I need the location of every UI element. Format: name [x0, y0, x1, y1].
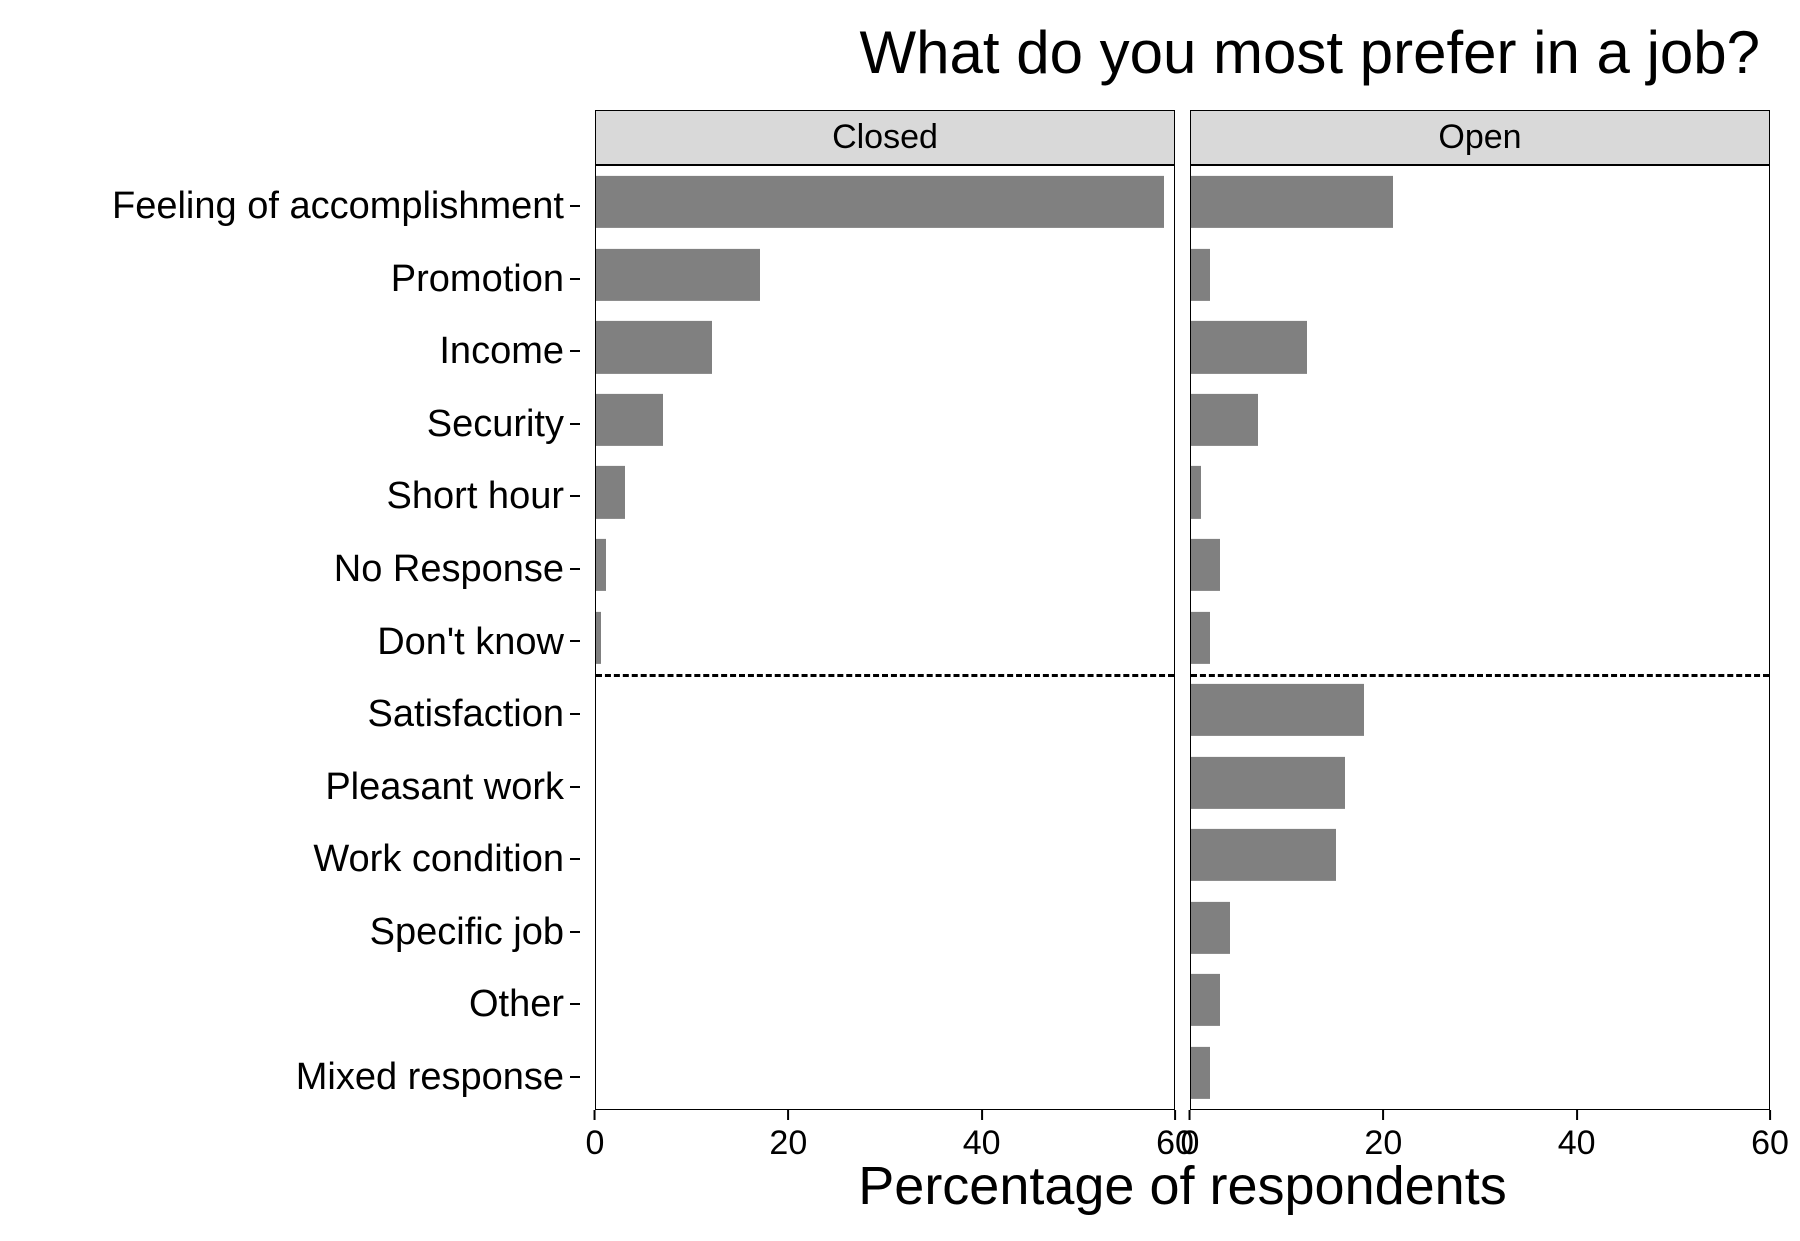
x-axis-tickmark	[594, 1110, 596, 1120]
y-axis-label: Pleasant work	[0, 768, 580, 806]
y-axis-label: Don't know	[0, 623, 580, 661]
y-axis-label: No Response	[0, 550, 580, 588]
y-axis-label-text: Work condition	[313, 838, 564, 880]
y-axis-label-text: Other	[469, 983, 564, 1025]
facet: Open	[1190, 110, 1770, 1110]
y-axis-label-text: Security	[427, 403, 564, 445]
y-axis-label-text: Specific job	[370, 911, 564, 953]
y-axis-tick	[570, 495, 580, 497]
x-axis-label: Percentage of respondents	[595, 1155, 1770, 1217]
y-axis-label: Income	[0, 332, 580, 370]
y-axis-tick	[570, 858, 580, 860]
y-axis-label-text: Promotion	[391, 258, 564, 300]
y-axis-label: Short hour	[0, 477, 580, 515]
y-axis-label-text: No Response	[334, 548, 564, 590]
facet: Closed	[595, 110, 1175, 1110]
x-axis-tickmark	[1382, 1110, 1384, 1120]
y-axis-label: Work condition	[0, 840, 580, 878]
y-axis-label: Other	[0, 985, 580, 1023]
y-axis-tick	[570, 568, 580, 570]
bar	[1191, 974, 1220, 1026]
y-axis-label-text: Don't know	[377, 621, 564, 663]
facet-strip: Closed	[595, 110, 1175, 165]
y-axis-label-text: Pleasant work	[325, 766, 564, 808]
y-axis-tick	[570, 1003, 580, 1005]
y-axis-tick	[570, 1076, 580, 1078]
bar	[596, 249, 760, 301]
x-axis-tickmark	[1174, 1110, 1176, 1120]
bar	[1191, 611, 1210, 663]
bar	[1191, 829, 1336, 881]
y-axis-tick	[570, 713, 580, 715]
x-axis-tickmark	[1769, 1110, 1771, 1120]
x-axis-tickmark	[1576, 1110, 1578, 1120]
y-axis-label: Specific job	[0, 913, 580, 951]
bar	[1191, 539, 1220, 591]
divider-line	[596, 674, 1174, 677]
plot-area: Feeling of accomplishment Promotion Income…	[0, 110, 1800, 1110]
y-axis-tick	[570, 786, 580, 788]
y-axis-tick	[570, 423, 580, 425]
x-axis-tickmark	[787, 1110, 789, 1120]
y-axis-label-text: Feeling of accomplishment	[112, 185, 564, 227]
bar	[1191, 394, 1258, 446]
y-axis-labels: Feeling of accomplishment Promotion Income…	[0, 170, 580, 1040]
y-axis-label: Mixed response	[0, 1058, 580, 1096]
facet-strip: Open	[1190, 110, 1770, 165]
divider-line	[1191, 674, 1769, 677]
bar	[596, 394, 663, 446]
y-axis-label-text: Mixed response	[296, 1056, 564, 1098]
chart-container: What do you most prefer in a job? Feelin…	[0, 0, 1800, 1241]
facet-panel	[1190, 165, 1770, 1110]
bar	[596, 539, 606, 591]
bar	[1191, 902, 1230, 954]
y-axis-tick	[570, 205, 580, 207]
bar	[1191, 756, 1345, 808]
y-axis-tick	[570, 931, 580, 933]
facet-row: Closed Open	[595, 110, 1770, 1110]
y-axis-label-text: Short hour	[387, 475, 564, 517]
x-axis-tickmark	[1189, 1110, 1191, 1120]
bar	[596, 466, 625, 518]
y-axis-label: Satisfaction	[0, 695, 580, 733]
y-axis-tick	[570, 350, 580, 352]
bar	[1191, 249, 1210, 301]
x-axis-tickmark	[981, 1110, 983, 1120]
y-axis-tick	[570, 640, 580, 642]
bar	[1191, 176, 1393, 228]
y-axis-label: Feeling of accomplishment	[0, 187, 580, 225]
bar	[596, 176, 1164, 228]
y-axis-label: Security	[0, 405, 580, 443]
bar	[1191, 466, 1201, 518]
bar	[596, 321, 712, 373]
chart-title: What do you most prefer in a job?	[860, 18, 1760, 87]
y-axis-label-text: Satisfaction	[368, 693, 564, 735]
facet-panel	[595, 165, 1175, 1110]
bar	[1191, 1047, 1210, 1099]
y-axis-tick	[570, 278, 580, 280]
bar	[1191, 684, 1364, 736]
bar	[596, 611, 601, 663]
y-axis-label-text: Income	[439, 330, 564, 372]
y-axis-label: Promotion	[0, 260, 580, 298]
bar	[1191, 321, 1307, 373]
